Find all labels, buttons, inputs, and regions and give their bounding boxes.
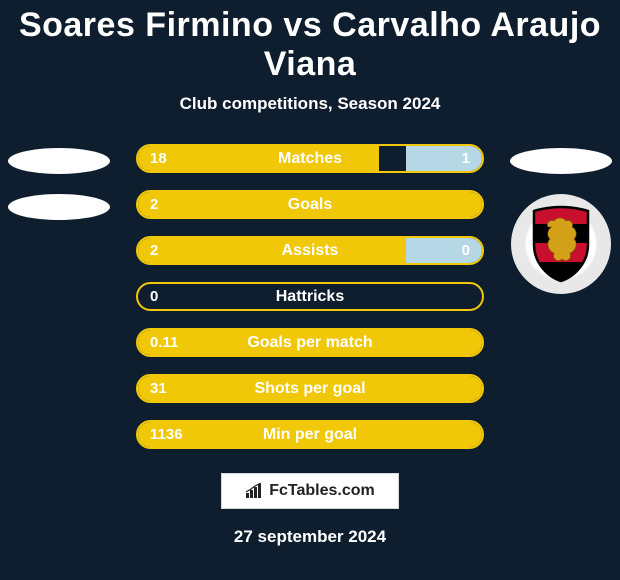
brand-text: FcTables.com: [269, 482, 375, 500]
stat-label: Goals: [138, 196, 482, 214]
stat-bar: 2Goals: [136, 190, 484, 219]
stat-label: Shots per goal: [138, 380, 482, 398]
stats-area: 181Matches 2Goals 20Assists 0Hattricks 0.11G…: [0, 144, 620, 449]
stat-label: Min per goal: [138, 426, 482, 444]
subtitle: Club competitions, Season 2024: [180, 94, 441, 114]
comparison-card: Soares Firmino vs Carvalho Araujo Viana …: [0, 0, 620, 580]
date-text: 27 september 2024: [234, 527, 386, 547]
stat-bar: 0Hattricks: [136, 282, 484, 311]
stat-bar: 31Shots per goal: [136, 374, 484, 403]
left-badge-column: [4, 144, 114, 220]
stat-bars: 181Matches 2Goals 20Assists 0Hattricks 0.11G…: [136, 144, 484, 449]
stat-bar: 181Matches: [136, 144, 484, 173]
brand-badge: FcTables.com: [221, 473, 399, 509]
placeholder-badge-icon: [8, 194, 110, 220]
shield-icon: [528, 205, 594, 283]
stat-label: Hattricks: [138, 288, 482, 306]
placeholder-badge-icon: [8, 148, 110, 174]
stat-bar: 20Assists: [136, 236, 484, 265]
right-badge-column: [506, 144, 616, 294]
stat-label: Assists: [138, 242, 482, 260]
stat-bar: 1136Min per goal: [136, 420, 484, 449]
placeholder-badge-icon: [510, 148, 612, 174]
club-badge: [511, 194, 611, 294]
stat-label: Goals per match: [138, 334, 482, 352]
stat-bar: 0.11Goals per match: [136, 328, 484, 357]
page-title: Soares Firmino vs Carvalho Araujo Viana: [0, 6, 620, 84]
brand-chart-icon: [245, 483, 265, 499]
stat-label: Matches: [138, 150, 482, 168]
